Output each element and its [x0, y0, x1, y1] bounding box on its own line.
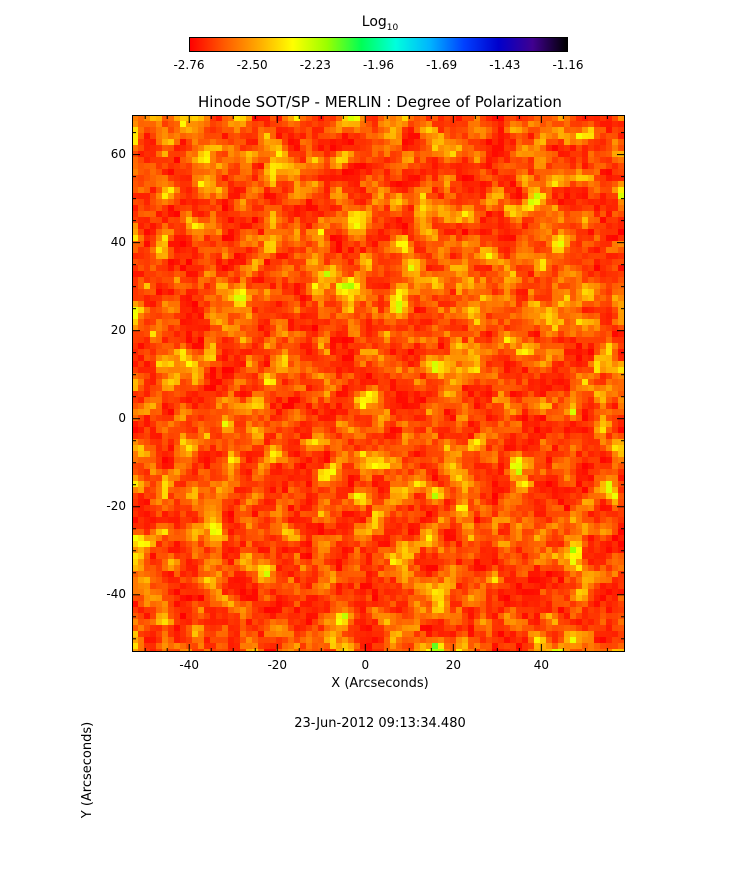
- y-tick-label: 60: [111, 147, 126, 161]
- y-tick-label: -40: [106, 587, 126, 601]
- colorbar-tick-label: -1.43: [489, 58, 520, 72]
- colorbar-tick-label: -1.96: [363, 58, 394, 72]
- colorbar: [189, 37, 568, 52]
- x-axis-title: X (Arcseconds): [280, 676, 480, 691]
- colorbar-tick-label: -1.16: [552, 58, 583, 72]
- x-tick-label: 20: [446, 658, 461, 672]
- y-tick-label: 40: [111, 235, 126, 249]
- x-tick-label: -40: [179, 658, 199, 672]
- colorbar-tick-label: -2.23: [300, 58, 331, 72]
- colorbar-tick-label: -1.69: [426, 58, 457, 72]
- heatmap-cells: [132, 115, 625, 652]
- x-tick-label: 40: [534, 658, 549, 672]
- x-tick-label: -20: [267, 658, 287, 672]
- y-axis-title: Y (Arcseconds): [80, 670, 95, 870]
- y-tick-label: 20: [111, 323, 126, 337]
- y-tick-label: 0: [118, 411, 126, 425]
- observation-timestamp: 23-Jun-2012 09:13:34.480: [180, 716, 580, 731]
- colorbar-tick-label: -2.50: [237, 58, 268, 72]
- y-tick-label: -20: [106, 499, 126, 513]
- x-tick-label: 0: [361, 658, 369, 672]
- heatmap-plot: [132, 115, 625, 652]
- colorbar-title: Log10: [340, 14, 420, 33]
- chart-title: Hinode SOT/SP - MERLIN : Degree of Polar…: [120, 93, 640, 111]
- colorbar-tick-label: -2.76: [173, 58, 204, 72]
